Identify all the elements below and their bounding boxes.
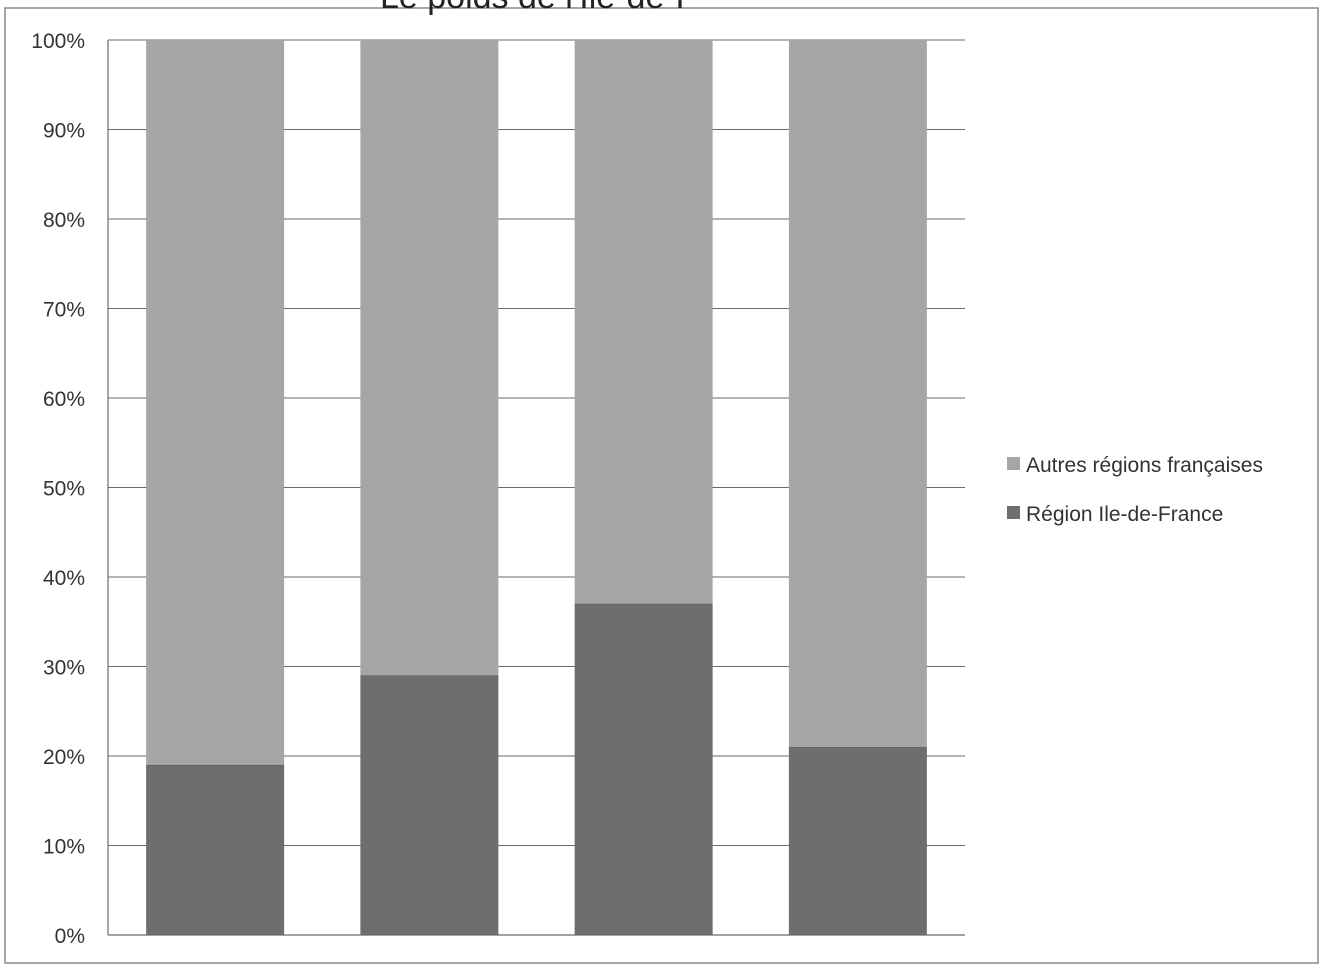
- legend-label: Autres régions françaises: [1026, 454, 1263, 477]
- bar-ile-de-france-2: [360, 675, 499, 935]
- legend-swatch: [1007, 457, 1020, 470]
- bar-ile-de-france-3: [574, 603, 713, 935]
- chart-title-fragment: Le poids de l'Ile-de-F: [380, 0, 696, 16]
- legend: Autres régions françaises Région Ile-de-F…: [1007, 454, 1263, 526]
- bars: [146, 40, 927, 935]
- bar-autres-regions-4: [788, 40, 927, 748]
- y-axis-tick-labels: 0% 10% 20% 30% 40% 50% 60% 70% 80% 90% 100%: [31, 30, 85, 948]
- y-tick-label: 40%: [43, 567, 85, 590]
- y-tick-label: 20%: [43, 746, 85, 769]
- axes: [107, 40, 965, 936]
- bar-ile-de-france-4: [788, 747, 927, 935]
- y-tick-label: 0%: [55, 925, 85, 948]
- y-tick-label: 70%: [43, 299, 85, 322]
- bar-autres-regions-3: [574, 40, 713, 604]
- bar-autres-regions-2: [360, 40, 499, 676]
- legend-label: Région Ile-de-France: [1026, 503, 1223, 526]
- bar-ile-de-france-1: [146, 764, 285, 935]
- y-tick-label: 80%: [43, 209, 85, 232]
- y-tick-label: 30%: [43, 657, 85, 680]
- y-tick-label: 60%: [43, 388, 85, 411]
- y-tick-label: 90%: [43, 120, 85, 143]
- bar-autres-regions-1: [146, 40, 285, 765]
- y-tick-label: 100%: [31, 30, 85, 53]
- legend-swatch: [1007, 506, 1020, 519]
- y-tick-label: 10%: [43, 836, 85, 859]
- y-tick-label: 50%: [43, 478, 85, 501]
